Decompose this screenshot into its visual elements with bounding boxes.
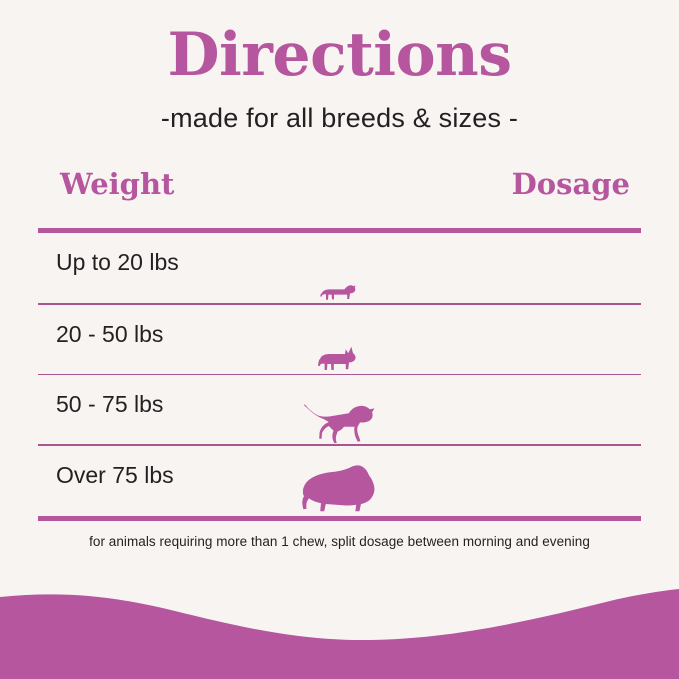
page-subtitle: -made for all breeds & sizes - <box>160 103 519 133</box>
table-row: 50 - 75 lbs <box>38 375 641 444</box>
cell-weight: 50 - 75 lbs <box>56 391 164 417</box>
pointer-dog-icon <box>303 402 376 444</box>
dachshund-dog-icon <box>318 281 362 303</box>
cell-weight: 20 - 50 lbs <box>56 320 164 347</box>
row-divider <box>38 303 641 305</box>
table-row: 20 - 50 lbs <box>38 305 641 374</box>
column-header-dosage: Dosage <box>511 167 630 201</box>
cell-weight: Up to 20 lbs <box>56 249 179 275</box>
cell-weight: Over 75 lbs <box>56 461 174 488</box>
table-row: Up to 20 lbs <box>38 233 641 303</box>
shepherd-dog-icon <box>301 464 379 516</box>
footnote-text: for animals requiring more than 1 chew, … <box>89 534 590 549</box>
page-title: Directions <box>167 20 512 90</box>
table-top-rule <box>38 228 641 233</box>
row-divider <box>38 373 641 375</box>
dosage-table: Weight Dosage Up to 20 lbs 20 - 50 lbs <box>38 162 641 521</box>
bottom-wave-decoration <box>0 569 679 679</box>
table-bottom-rule <box>38 515 641 521</box>
table-header-row: Weight Dosage <box>38 162 641 228</box>
column-header-weight: Weight <box>60 167 175 201</box>
table-row: Over 75 lbs <box>38 446 641 516</box>
corgi-dog-icon <box>317 346 363 374</box>
row-divider <box>38 444 641 446</box>
